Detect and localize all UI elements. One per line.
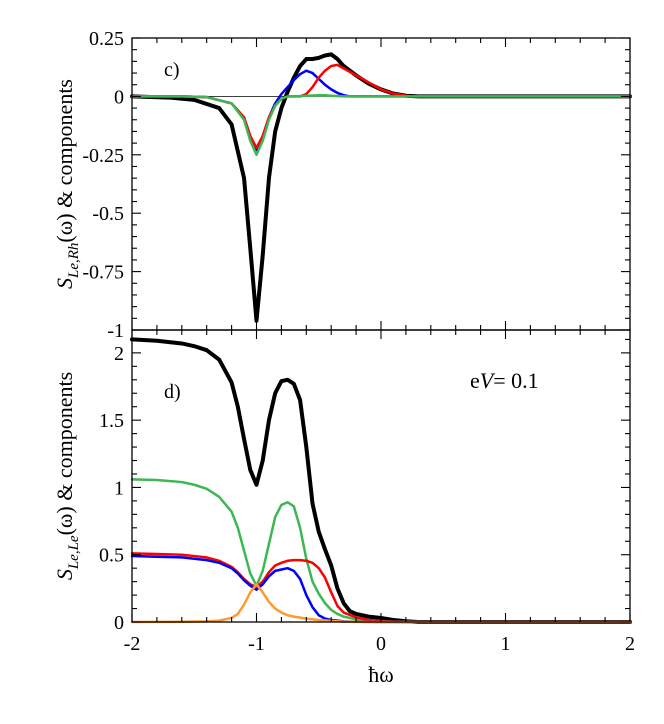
panel-d-ylabel-sub: Le,Le — [66, 535, 82, 570]
panel-c-series — [130, 52, 632, 323]
panel-c-ylabel-sub: Le,Rh — [66, 243, 82, 279]
panel-d-series — [130, 337, 632, 624]
x-axis-label: ħω — [368, 662, 393, 687]
panel-c-label: c) — [164, 59, 180, 81]
panel-d-frame — [131, 329, 631, 623]
panel-d-annotation: eV= 0.1 — [470, 368, 539, 393]
panel-d-ylabel: SLe,Le(ω) & components — [52, 372, 82, 580]
panel-d-series-green — [130, 478, 632, 624]
panel-c-frame — [131, 37, 631, 331]
panel-c-ylabel: SLe,Rh(ω) & components — [52, 79, 82, 289]
annotation-value: = 0.1 — [493, 368, 538, 393]
panel-d-ticks — [131, 330, 631, 623]
panel-d-xtick-labels: -2 -1 0 1 2 — [124, 633, 635, 655]
panel-d-ytick-label: 2 — [114, 343, 124, 365]
panel-d-series-total — [130, 337, 632, 624]
panel-c-series-green — [130, 93, 632, 157]
panel-c-ytick-label: -0.75 — [82, 262, 124, 284]
panel-d-ytick-label: 1 — [114, 477, 124, 499]
annotation-e: e — [470, 368, 480, 393]
panel-c-series-blue — [130, 69, 632, 152]
panel-d-ylabel-s: S — [52, 569, 77, 580]
panel-d: 2 1.5 1 0.5 0 -2 -1 0 1 2 d) eV= 0.1 SLe,Le(ω) &… — [52, 329, 635, 687]
xtick-label: -1 — [248, 633, 265, 655]
panel-c-ytick-label: -0.25 — [82, 145, 124, 167]
panel-c-ylabel-s: S — [52, 278, 77, 289]
annotation-v: V — [480, 368, 496, 393]
panel-c-ytick-labels: 0.25 0 -0.25 -0.5 -0.75 -1 — [82, 28, 124, 342]
xtick-label: 0 — [376, 633, 386, 655]
panel-d-ytick-labels: 2 1.5 1 0.5 0 — [99, 343, 124, 634]
panel-c-ticks — [131, 37, 631, 331]
panel-d-ytick-label: 0 — [114, 612, 124, 634]
panel-c-ytick-label: 0.25 — [89, 28, 124, 50]
xtick-label: 1 — [501, 633, 511, 655]
panel-d-label: d) — [164, 381, 181, 403]
panel-c-ytick-label: -1 — [107, 320, 124, 342]
panel-d-series-blue — [130, 554, 632, 624]
panel-c-ytick-label: -0.5 — [92, 203, 124, 225]
panel-d-ytick-label: 1.5 — [99, 410, 124, 432]
xtick-label: -2 — [124, 633, 141, 655]
xtick-label: 2 — [625, 633, 635, 655]
panel-d-ytick-label: 0.5 — [99, 545, 124, 567]
panel-d-ylabel-rest: (ω) & components — [52, 372, 77, 536]
panel-d-series-red — [130, 552, 632, 624]
panel-c-series-total — [130, 52, 632, 323]
panel-c-ylabel-rest: (ω) & components — [52, 79, 77, 243]
panel-c-series-red — [130, 63, 632, 150]
panel-c-ytick-label: 0 — [114, 86, 124, 108]
panel-c: 0.25 0 -0.25 -0.5 -0.75 -1 c) SLe,Rh(ω) & com… — [52, 28, 632, 342]
